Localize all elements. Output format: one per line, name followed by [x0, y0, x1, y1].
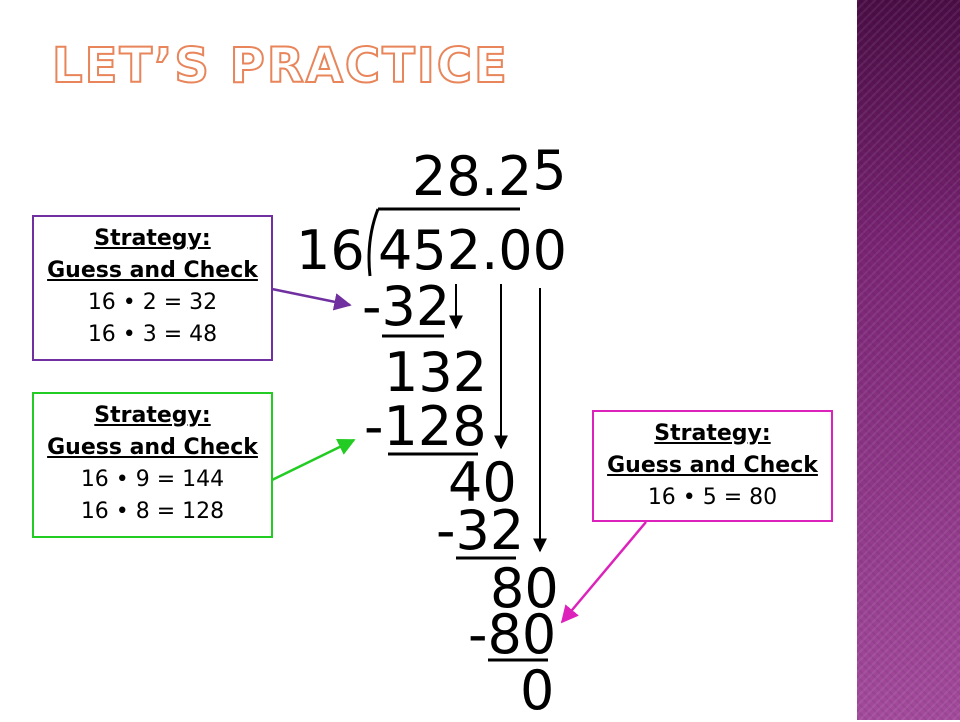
guess-line: 16 • 2 = 32 [87, 290, 218, 315]
remainder-step-3: 80 [490, 557, 559, 620]
green-pointer-arrow [271, 438, 356, 482]
guess-line: 16 • 5 = 80 [647, 485, 778, 510]
purple-pointer-arrow [271, 287, 352, 311]
strategy-box-green: Strategy: Guess and Check 16 • 9 = 144 1… [32, 392, 273, 538]
strategy-box-magenta: Strategy: Guess and Check 16 • 5 = 80 [592, 410, 833, 522]
dividend: 452.00 [378, 219, 567, 282]
strategy-heading: Strategy: [654, 421, 771, 446]
guess-line: 16 • 8 = 128 [80, 499, 225, 524]
guess-line: 16 • 9 = 144 [80, 467, 225, 492]
magenta-pointer-arrow [560, 521, 647, 624]
method-heading: Guess and Check [47, 435, 258, 460]
quotient: 28.25 [412, 144, 567, 204]
subtraction-step-3: -32 [436, 499, 525, 562]
quotient-main: 28.2 [412, 145, 533, 208]
divisor: 16 [296, 219, 365, 282]
strategy-heading: Strategy: [94, 226, 211, 251]
decorative-side-band [857, 0, 960, 720]
strategy-heading: Strategy: [94, 403, 211, 428]
subtraction-step-4: -80 [468, 603, 557, 666]
method-heading: Guess and Check [607, 453, 818, 478]
strategy-box-purple: Strategy: Guess and Check 16 • 2 = 32 16… [32, 215, 273, 361]
final-remainder: 0 [520, 659, 555, 722]
remainder-step-2: 40 [448, 451, 517, 514]
subtraction-step-1: -32 [362, 275, 451, 338]
division-bracket [367, 207, 520, 277]
method-heading: Guess and Check [47, 258, 258, 283]
quotient-extra-digit: 5 [532, 139, 567, 202]
slide-title: LET’S PRACTICE [51, 37, 509, 95]
subtraction-step-2: -128 [364, 395, 487, 458]
guess-line: 16 • 3 = 48 [87, 322, 218, 347]
remainder-step-1: 132 [384, 341, 488, 404]
